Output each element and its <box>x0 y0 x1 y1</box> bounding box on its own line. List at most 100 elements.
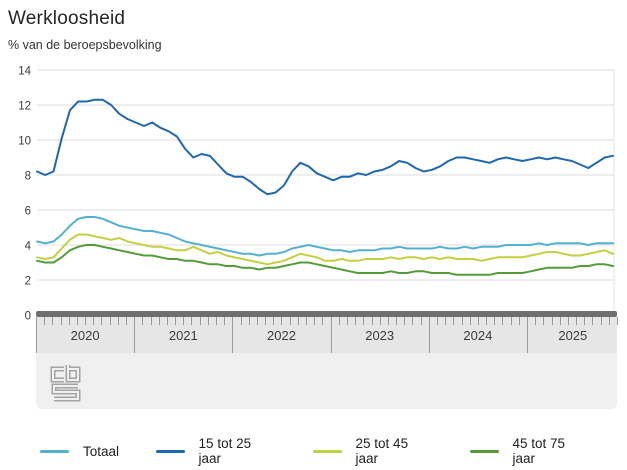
legend-swatch <box>470 449 499 453</box>
y-axis-label-8: 8 <box>25 171 31 183</box>
month-tick <box>592 317 594 325</box>
x-axis-band[interactable]: 2020 2021 2022 2023 2024 2025 <box>36 317 618 353</box>
month-tick <box>248 317 250 325</box>
month-tick <box>387 317 389 325</box>
month-tick <box>142 317 144 325</box>
legend-label: 45 tot 75 jaar <box>512 436 566 466</box>
month-tick <box>175 317 177 325</box>
year-label-2022: 2022 <box>267 328 296 343</box>
month-tick <box>453 317 455 325</box>
year-label-2025: 2025 <box>558 328 588 343</box>
month-tick <box>117 317 119 325</box>
month-tick <box>404 317 406 325</box>
legend-item-45-tot-75-jaar[interactable]: 45 tot 75 jaar <box>470 436 590 466</box>
series-line-45-tot-75-jaar <box>36 244 614 276</box>
legend-label: Totaal <box>83 443 120 459</box>
year-label-2021: 2021 <box>168 328 198 343</box>
legend-item-totaal[interactable]: Totaal <box>40 444 119 459</box>
year-label-2020: 2020 <box>70 328 100 343</box>
month-tick <box>420 317 422 325</box>
chart-footer-panel <box>36 353 617 409</box>
month-tick <box>150 317 152 325</box>
y-axis-label-4: 4 <box>25 241 32 253</box>
year-separator <box>36 317 37 353</box>
month-tick <box>502 317 504 325</box>
month-tick <box>216 317 218 325</box>
month-tick <box>76 317 78 325</box>
month-tick <box>85 317 87 325</box>
month-tick <box>445 317 447 325</box>
month-tick <box>535 317 537 325</box>
month-tick <box>617 317 618 325</box>
month-tick <box>289 317 291 325</box>
timeline-range-slider[interactable] <box>36 311 617 317</box>
month-tick <box>60 317 62 325</box>
month-tick <box>567 317 569 325</box>
month-tick <box>44 317 46 325</box>
month-tick <box>436 317 438 325</box>
month-tick <box>576 317 578 325</box>
month-tick <box>240 317 242 325</box>
year-separator <box>232 317 234 353</box>
line-chart-plot: 0 2 4 6 8 10 12 14 <box>18 66 615 321</box>
month-tick <box>396 317 398 325</box>
y-axis-label-10: 10 <box>18 136 31 148</box>
month-tick <box>608 317 610 325</box>
month-tick <box>543 317 545 325</box>
y-axis-label-14: 14 <box>18 66 31 78</box>
month-tick <box>338 317 340 325</box>
chart-subtitle: % van de beroepsbevolking <box>8 38 162 52</box>
month-tick <box>469 317 471 325</box>
series-line-totaal <box>36 216 614 257</box>
month-tick <box>584 317 586 325</box>
year-label-2023: 2023 <box>365 328 395 343</box>
page-title: Werkloosheid <box>8 8 126 29</box>
month-tick <box>322 317 324 325</box>
month-tick <box>224 317 226 325</box>
year-label-2024: 2024 <box>463 328 493 343</box>
legend-item-15-tot-25-jaar[interactable]: 15 tot 25 jaar <box>156 436 276 466</box>
month-tick <box>355 317 357 325</box>
legend-swatch <box>313 449 342 453</box>
legend-label: 25 tot 45 jaar <box>355 436 409 466</box>
month-tick <box>477 317 479 325</box>
y-axis-label-2: 2 <box>25 276 31 288</box>
month-tick <box>126 317 127 325</box>
month-tick <box>281 317 283 325</box>
legend-swatch <box>40 449 69 453</box>
y-axis-label-6: 6 <box>25 206 31 218</box>
month-tick <box>363 317 365 325</box>
month-tick <box>207 317 209 325</box>
month-tick <box>265 317 267 325</box>
month-tick <box>158 317 160 325</box>
month-tick <box>314 317 316 325</box>
month-tick <box>306 317 308 325</box>
month-tick <box>371 317 373 325</box>
series-line-25-tot-45-jaar <box>36 233 614 266</box>
year-separator <box>330 317 332 353</box>
month-tick <box>273 317 275 325</box>
month-tick <box>600 317 602 325</box>
month-tick <box>256 317 258 325</box>
cbs-logo-icon <box>50 365 81 402</box>
legend-swatch <box>156 449 185 453</box>
year-separator <box>526 317 528 353</box>
month-tick <box>510 317 512 325</box>
month-tick <box>551 317 553 325</box>
month-tick <box>297 317 299 325</box>
month-tick <box>183 317 185 325</box>
month-tick <box>346 317 348 325</box>
month-tick <box>68 317 70 325</box>
month-tick <box>559 317 561 325</box>
year-separator <box>134 317 136 353</box>
chart-legend: Totaal 15 tot 25 jaar 25 tot 45 jaar 45 tot… <box>40 436 627 466</box>
legend-label: 15 tot 25 jaar <box>198 436 252 466</box>
month-tick <box>518 317 520 325</box>
month-tick <box>461 317 463 325</box>
month-tick <box>166 317 168 325</box>
legend-item-25-tot-45-jaar[interactable]: 25 tot 45 jaar <box>313 436 433 466</box>
y-axis-label-12: 12 <box>18 101 31 113</box>
y-axis-label-0: 0 <box>25 311 31 321</box>
month-tick <box>412 317 414 325</box>
